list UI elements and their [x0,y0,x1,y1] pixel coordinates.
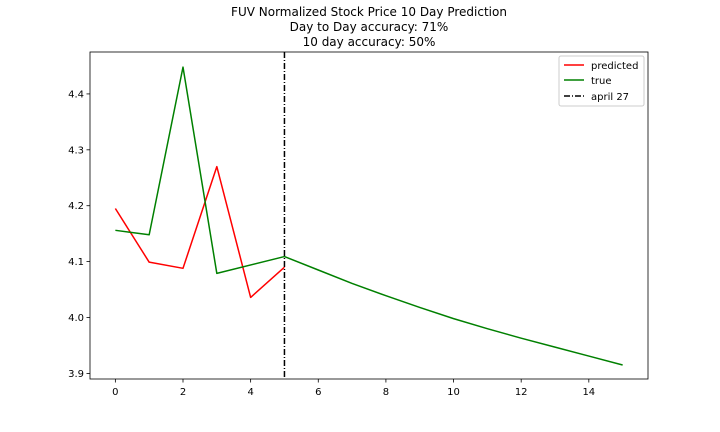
legend-box [558,55,645,107]
x-axis: 0 2 4 6 8 10 12 14 [112,379,595,398]
chart-title-line-3: 10 day accuracy: 50% [303,35,436,49]
y-axis: 3.9 4.0 4.1 4.2 4.3 4.4 [68,89,90,380]
y-tick-label: 4.3 [68,145,84,156]
legend-label-predicted: predicted [591,61,638,72]
y-tick-label: 4.4 [68,89,84,100]
x-tick-label: 4 [247,387,253,398]
y-tick-label: 4.1 [68,257,84,268]
series-line-true [115,66,623,366]
legend-label-true: true [591,76,612,87]
y-tick-label: 3.9 [68,369,84,380]
x-tick-label: 10 [447,387,460,398]
series-line-predicted [114,165,285,299]
plot-frame [89,51,649,380]
y-tick-label: 4.2 [68,201,84,212]
x-tick-label: 2 [180,387,186,398]
x-tick-label: 6 [315,387,321,398]
chart-title-line-2: Day to Day accuracy: 71% [290,20,449,34]
legend-label-april-27: april 27 [591,92,629,103]
chart-title: FUV Normalized Stock Price 10 Day Predic… [231,5,507,49]
y-tick-label: 4.0 [68,313,84,324]
x-tick-label: 14 [582,387,595,398]
x-tick-label: 0 [112,387,118,398]
series-layer [114,66,623,366]
x-tick-label: 8 [383,387,389,398]
plot-area [90,52,648,379]
legend: predicted true april 27 [558,55,645,107]
chart-title-line-1: FUV Normalized Stock Price 10 Day Predic… [231,5,507,19]
x-tick-label: 12 [515,387,528,398]
